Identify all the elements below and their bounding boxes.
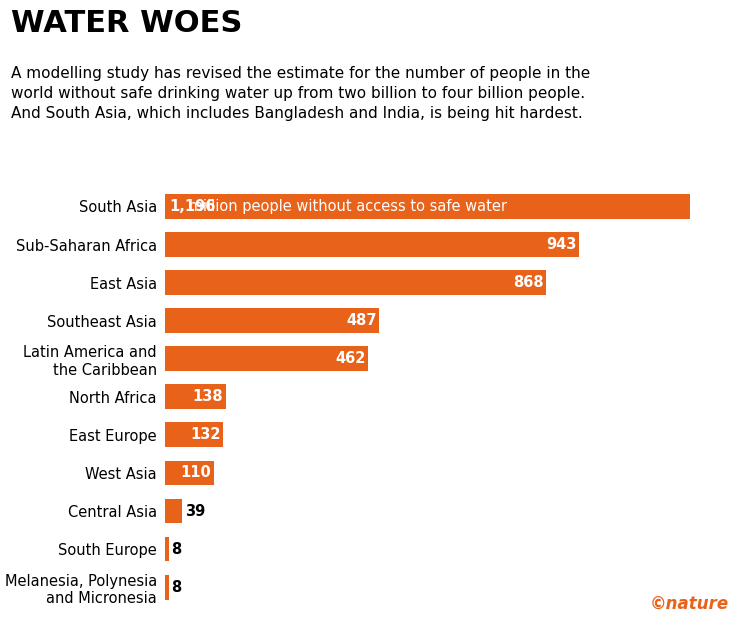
Bar bbox=[165, 498, 182, 523]
Bar bbox=[165, 575, 169, 600]
Text: 943: 943 bbox=[546, 237, 577, 252]
Text: 132: 132 bbox=[190, 427, 221, 443]
Text: 868: 868 bbox=[513, 275, 544, 290]
Bar bbox=[165, 422, 223, 447]
Bar bbox=[165, 194, 690, 219]
Text: 462: 462 bbox=[335, 351, 366, 366]
Text: 487: 487 bbox=[346, 313, 376, 328]
Bar bbox=[165, 270, 546, 295]
Bar bbox=[165, 232, 579, 257]
Text: WATER WOES: WATER WOES bbox=[11, 9, 243, 38]
Bar bbox=[165, 308, 379, 333]
Text: 8: 8 bbox=[171, 580, 182, 595]
Text: million people without access to safe water: million people without access to safe wa… bbox=[184, 199, 507, 214]
Text: 8: 8 bbox=[171, 542, 182, 557]
Text: A modelling study has revised the estimate for the number of people in the
world: A modelling study has revised the estima… bbox=[11, 66, 590, 120]
Bar bbox=[165, 461, 213, 485]
Text: 39: 39 bbox=[185, 503, 205, 518]
Bar bbox=[165, 537, 169, 562]
Text: ©nature: ©nature bbox=[650, 596, 728, 614]
Bar bbox=[165, 347, 368, 371]
Bar bbox=[165, 384, 226, 409]
Text: 138: 138 bbox=[192, 389, 223, 404]
Text: 110: 110 bbox=[180, 466, 211, 480]
Text: 1,196: 1,196 bbox=[170, 199, 216, 214]
